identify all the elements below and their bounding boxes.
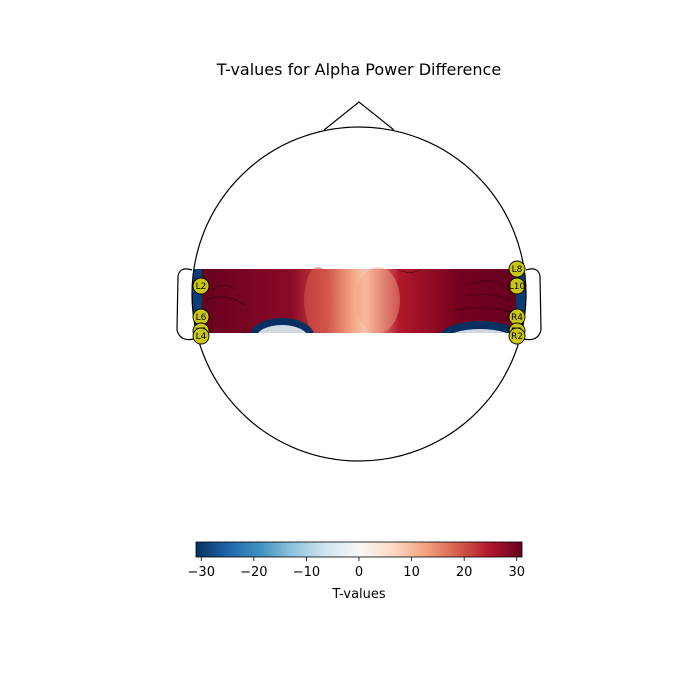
heatmap-edge-right (516, 269, 526, 333)
colorbar-tick-label: −20 (240, 565, 267, 580)
heatmap-lighter-blob-left (304, 267, 332, 333)
sensor-label-l2: L2 (196, 282, 207, 292)
colorbar-tick-label: 20 (456, 565, 473, 580)
sensor-label-l6: L6 (196, 313, 207, 323)
sensor-label-l8: L8 (512, 265, 523, 275)
sensor-marker-l2 (192, 277, 210, 295)
colorbar-tick-label: 30 (508, 565, 525, 580)
colorbar-ticks: −30 −20 −10 0 10 20 30 (188, 557, 525, 580)
heatmap-band (192, 267, 526, 461)
chart-title: T-values for Alpha Power Difference (216, 60, 502, 79)
head-outline (191, 126, 527, 462)
sensor-label-l10: L10 (509, 282, 526, 292)
head-left-ear (176, 268, 195, 341)
colorbar-label: T-values (331, 587, 386, 602)
colorbar-tick-label: −10 (293, 565, 320, 580)
head-right-ear (523, 268, 542, 341)
sensor-marker-l10 (508, 277, 526, 295)
colorbar-tick-label: 10 (403, 565, 420, 580)
sensor-label-l4: L4 (196, 332, 207, 342)
heatmap-contours (204, 280, 513, 313)
colorbar: −30 −20 −10 0 10 20 30 T-values (188, 541, 525, 602)
colorbar-tick-label: 0 (355, 565, 363, 580)
sensor-label-r4: R4 (511, 313, 523, 323)
head-nose (323, 101, 395, 131)
heatmap-edge-left (192, 269, 202, 333)
sensor-marker-r2 (508, 327, 526, 345)
sensor-markers: L2L6L5L4L8L10R4R1R2 (192, 260, 526, 345)
sensor-marker-l8 (508, 260, 526, 278)
sensor-label-r2: R2 (511, 332, 523, 342)
colorbar-tick-label: −30 (188, 565, 215, 580)
colorbar-gradient (195, 541, 523, 558)
heatmap-lighter-blob-center (356, 267, 400, 333)
sensor-marker-l4 (192, 327, 210, 345)
